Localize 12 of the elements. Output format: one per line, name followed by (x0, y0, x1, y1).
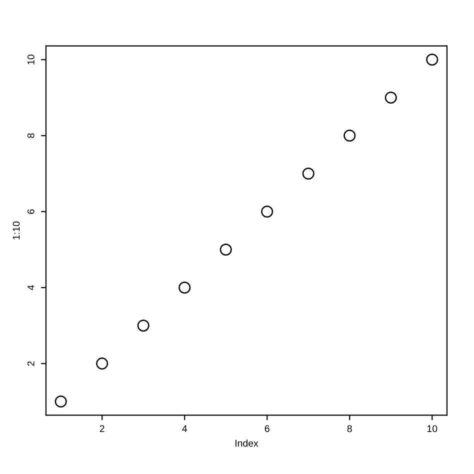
y-tick-label: 8 (27, 133, 34, 138)
y-tick-label: 6 (27, 209, 34, 214)
x-tick-label: 8 (347, 425, 352, 432)
y-tick-label: 10 (27, 54, 34, 64)
y-tick-label: 4 (28, 285, 34, 290)
x-tick-label: 6 (264, 425, 270, 432)
x-axis-title: Index (235, 440, 258, 447)
x-tick-label: 10 (427, 425, 438, 432)
y-axis-title: 1:10 (12, 222, 20, 240)
x-tick-label: 4 (182, 425, 188, 432)
y-tick-label: 2 (27, 361, 34, 366)
x-tick-label: 2 (100, 425, 104, 432)
